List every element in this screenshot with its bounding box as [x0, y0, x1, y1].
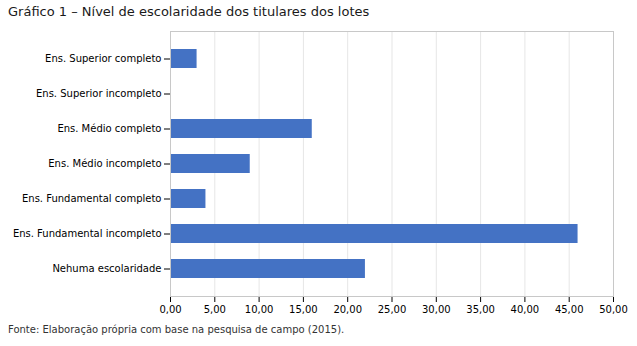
html-text:Fonte: Elaboração própria com: Fonte: Elaboração própria com base na pe…	[8, 324, 345, 335]
svg-text:Ens. Superior incompleto: Ens. Superior incompleto	[36, 88, 162, 99]
svg-text:15,00: 15,00	[289, 304, 318, 315]
svg-text:25,00: 25,00	[378, 304, 407, 315]
svg-text:50,00: 50,00	[599, 304, 628, 315]
svg-text:Ens. Fundamental incompleto: Ens. Fundamental incompleto	[13, 228, 162, 239]
html-text:Gráfico 1 – Nível de escolarid: Gráfico 1 – Nível de escolaridade dos ti…	[8, 4, 370, 19]
svg-text:Ens. Médio completo: Ens. Médio completo	[57, 123, 161, 134]
svg-text:Nehuma escolaridade: Nehuma escolaridade	[52, 263, 161, 274]
svg-text:Ens. Médio incompleto: Ens. Médio incompleto	[48, 158, 161, 169]
svg-text:30,00: 30,00	[422, 304, 451, 315]
svg-text:10,00: 10,00	[245, 304, 274, 315]
svg-text:5,00: 5,00	[204, 304, 226, 315]
svg-text:35,00: 35,00	[466, 304, 495, 315]
svg-text:Ens. Superior completo: Ens. Superior completo	[45, 53, 161, 64]
svg-text:20,00: 20,00	[333, 304, 362, 315]
svg-text:45,00: 45,00	[555, 304, 584, 315]
svg-text:Ens. Fundamental completo: Ens. Fundamental completo	[22, 193, 162, 204]
svg-text:0,00: 0,00	[159, 304, 181, 315]
svg-text:40,00: 40,00	[511, 304, 540, 315]
